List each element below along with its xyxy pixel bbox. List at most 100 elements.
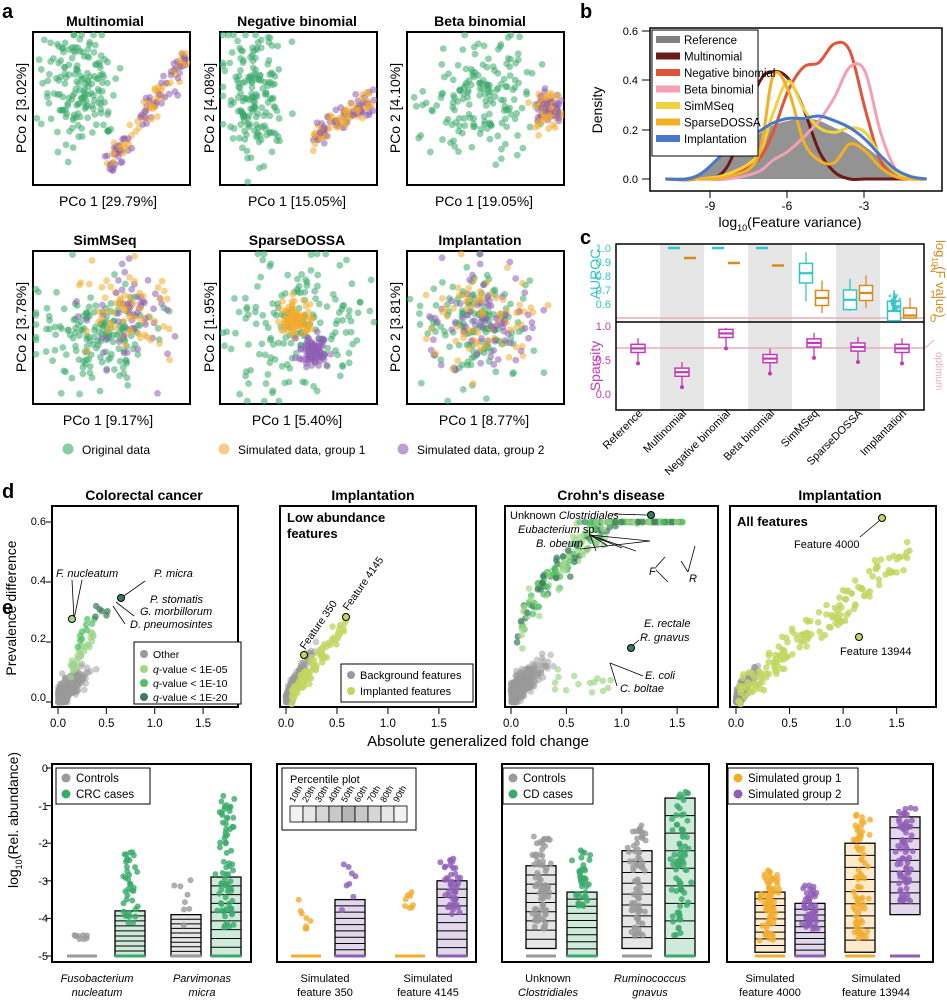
- pcoa-point: [492, 314, 500, 322]
- legend-swatch: [656, 102, 680, 109]
- pcoa-point: [415, 134, 423, 142]
- e-point: [226, 804, 233, 811]
- d-point: [552, 574, 560, 582]
- pcoa-point: [64, 99, 72, 107]
- xtick-label: 0.5: [558, 718, 574, 730]
- pcoa-point: [251, 72, 259, 80]
- pcoa-point: [144, 99, 151, 107]
- pcoa-point: [347, 328, 355, 336]
- pcoa-point: [507, 110, 515, 118]
- d-point: [815, 609, 823, 616]
- e-point: [71, 932, 78, 939]
- pcoa-point: [327, 335, 335, 343]
- d-point: [83, 626, 91, 634]
- e-point: [683, 867, 690, 874]
- e-point: [678, 896, 685, 903]
- pcoa-point: [120, 332, 128, 340]
- e-point: [584, 897, 591, 904]
- e-point: [634, 916, 641, 923]
- e-point: [212, 871, 219, 878]
- pcoa-point: [416, 302, 424, 310]
- e-point: [543, 865, 550, 872]
- panel-label-d: d: [2, 481, 14, 503]
- pcoa-point: [540, 369, 548, 377]
- pcoa-point: [455, 127, 462, 135]
- pcoa-point: [272, 130, 279, 138]
- panel-c: AUROC 1.0 0.9 0.8 0.7 0.6 2 1 0 log10(F …: [587, 240, 947, 478]
- pcoa-point: [465, 345, 473, 352]
- pcoa-point: [316, 319, 324, 327]
- pcoa-point: [312, 295, 320, 303]
- pcoa-point: [294, 275, 301, 283]
- auroc-outlier: [893, 298, 897, 302]
- pcoa-point: [254, 250, 262, 258]
- d-point: [517, 617, 525, 625]
- pcoa-point: [271, 80, 278, 88]
- pcoa-point: [516, 301, 524, 309]
- e-point: [677, 929, 684, 936]
- pcoa-point: [483, 395, 490, 403]
- sparsity-outlier: [900, 361, 904, 366]
- cd-label-F: F: [649, 566, 657, 578]
- d-point: [739, 674, 747, 682]
- d-point: [87, 630, 95, 637]
- ytick-label: -4: [38, 913, 48, 925]
- pcoa-point: [170, 60, 178, 67]
- e-point: [229, 823, 236, 830]
- pcoa-point: [428, 107, 436, 115]
- e-point: [806, 882, 813, 889]
- sparsity-outlier: [856, 360, 860, 364]
- e-point: [771, 915, 778, 922]
- pcoa-point: [314, 271, 322, 279]
- pcoa-point: [490, 347, 498, 354]
- pcoa-point: [529, 308, 537, 316]
- e-point: [220, 858, 227, 865]
- pcoa-point: [454, 357, 462, 365]
- cd-label-cboltae: C. boltae: [620, 683, 664, 695]
- pcoa-point: [119, 363, 127, 371]
- d-frame: [504, 505, 719, 708]
- pcoa-points: [406, 250, 552, 405]
- d-point: [783, 634, 790, 642]
- pcoa-point: [285, 378, 293, 386]
- panel-b: Density 0.0 0.2 0.4 0.6 -9 -6 -3 log10(F…: [589, 26, 943, 233]
- d-point: [651, 518, 659, 526]
- pcoa-point: [506, 72, 514, 80]
- d-point: [756, 671, 764, 678]
- auroc-ticks: 1.0 0.9 0.8 0.7 0.6: [596, 243, 611, 311]
- pcoa-point: [92, 121, 100, 129]
- pcoa-points: [32, 251, 179, 398]
- pcoa-point: [485, 337, 492, 344]
- d-point: [851, 577, 859, 584]
- pcoa-point: [555, 117, 563, 125]
- fvalue-tick: 2: [930, 263, 936, 275]
- d-point: [900, 566, 907, 574]
- xtick-label: 1.0: [614, 718, 630, 730]
- e-point: [668, 886, 675, 893]
- e-point: [861, 860, 868, 867]
- pcoa-point: [107, 283, 115, 291]
- pcoa-point: [60, 367, 68, 375]
- pcoa-point: [289, 291, 297, 298]
- pcoa-point: [269, 94, 277, 102]
- d-point: [566, 557, 573, 565]
- pcoa-point: [109, 149, 117, 157]
- ytick-label: 0.2: [31, 633, 46, 645]
- e-point: [531, 861, 538, 868]
- pcoa-point: [347, 100, 355, 108]
- pcoa-point: [248, 84, 256, 91]
- e-point: [630, 891, 637, 898]
- ytick-label: 0.0: [31, 692, 46, 704]
- e-point: [680, 811, 687, 818]
- e-point: [853, 812, 860, 819]
- pcoa-point: [245, 112, 253, 120]
- pcoa-point: [320, 123, 328, 131]
- pcoa-point: [142, 321, 149, 328]
- pcoa-point: [134, 345, 142, 353]
- d-point: [834, 621, 842, 629]
- pcoa-frame: [32, 250, 191, 405]
- pcoa-point: [53, 288, 60, 296]
- e-point: [298, 910, 305, 917]
- pcoa-point: [452, 337, 460, 345]
